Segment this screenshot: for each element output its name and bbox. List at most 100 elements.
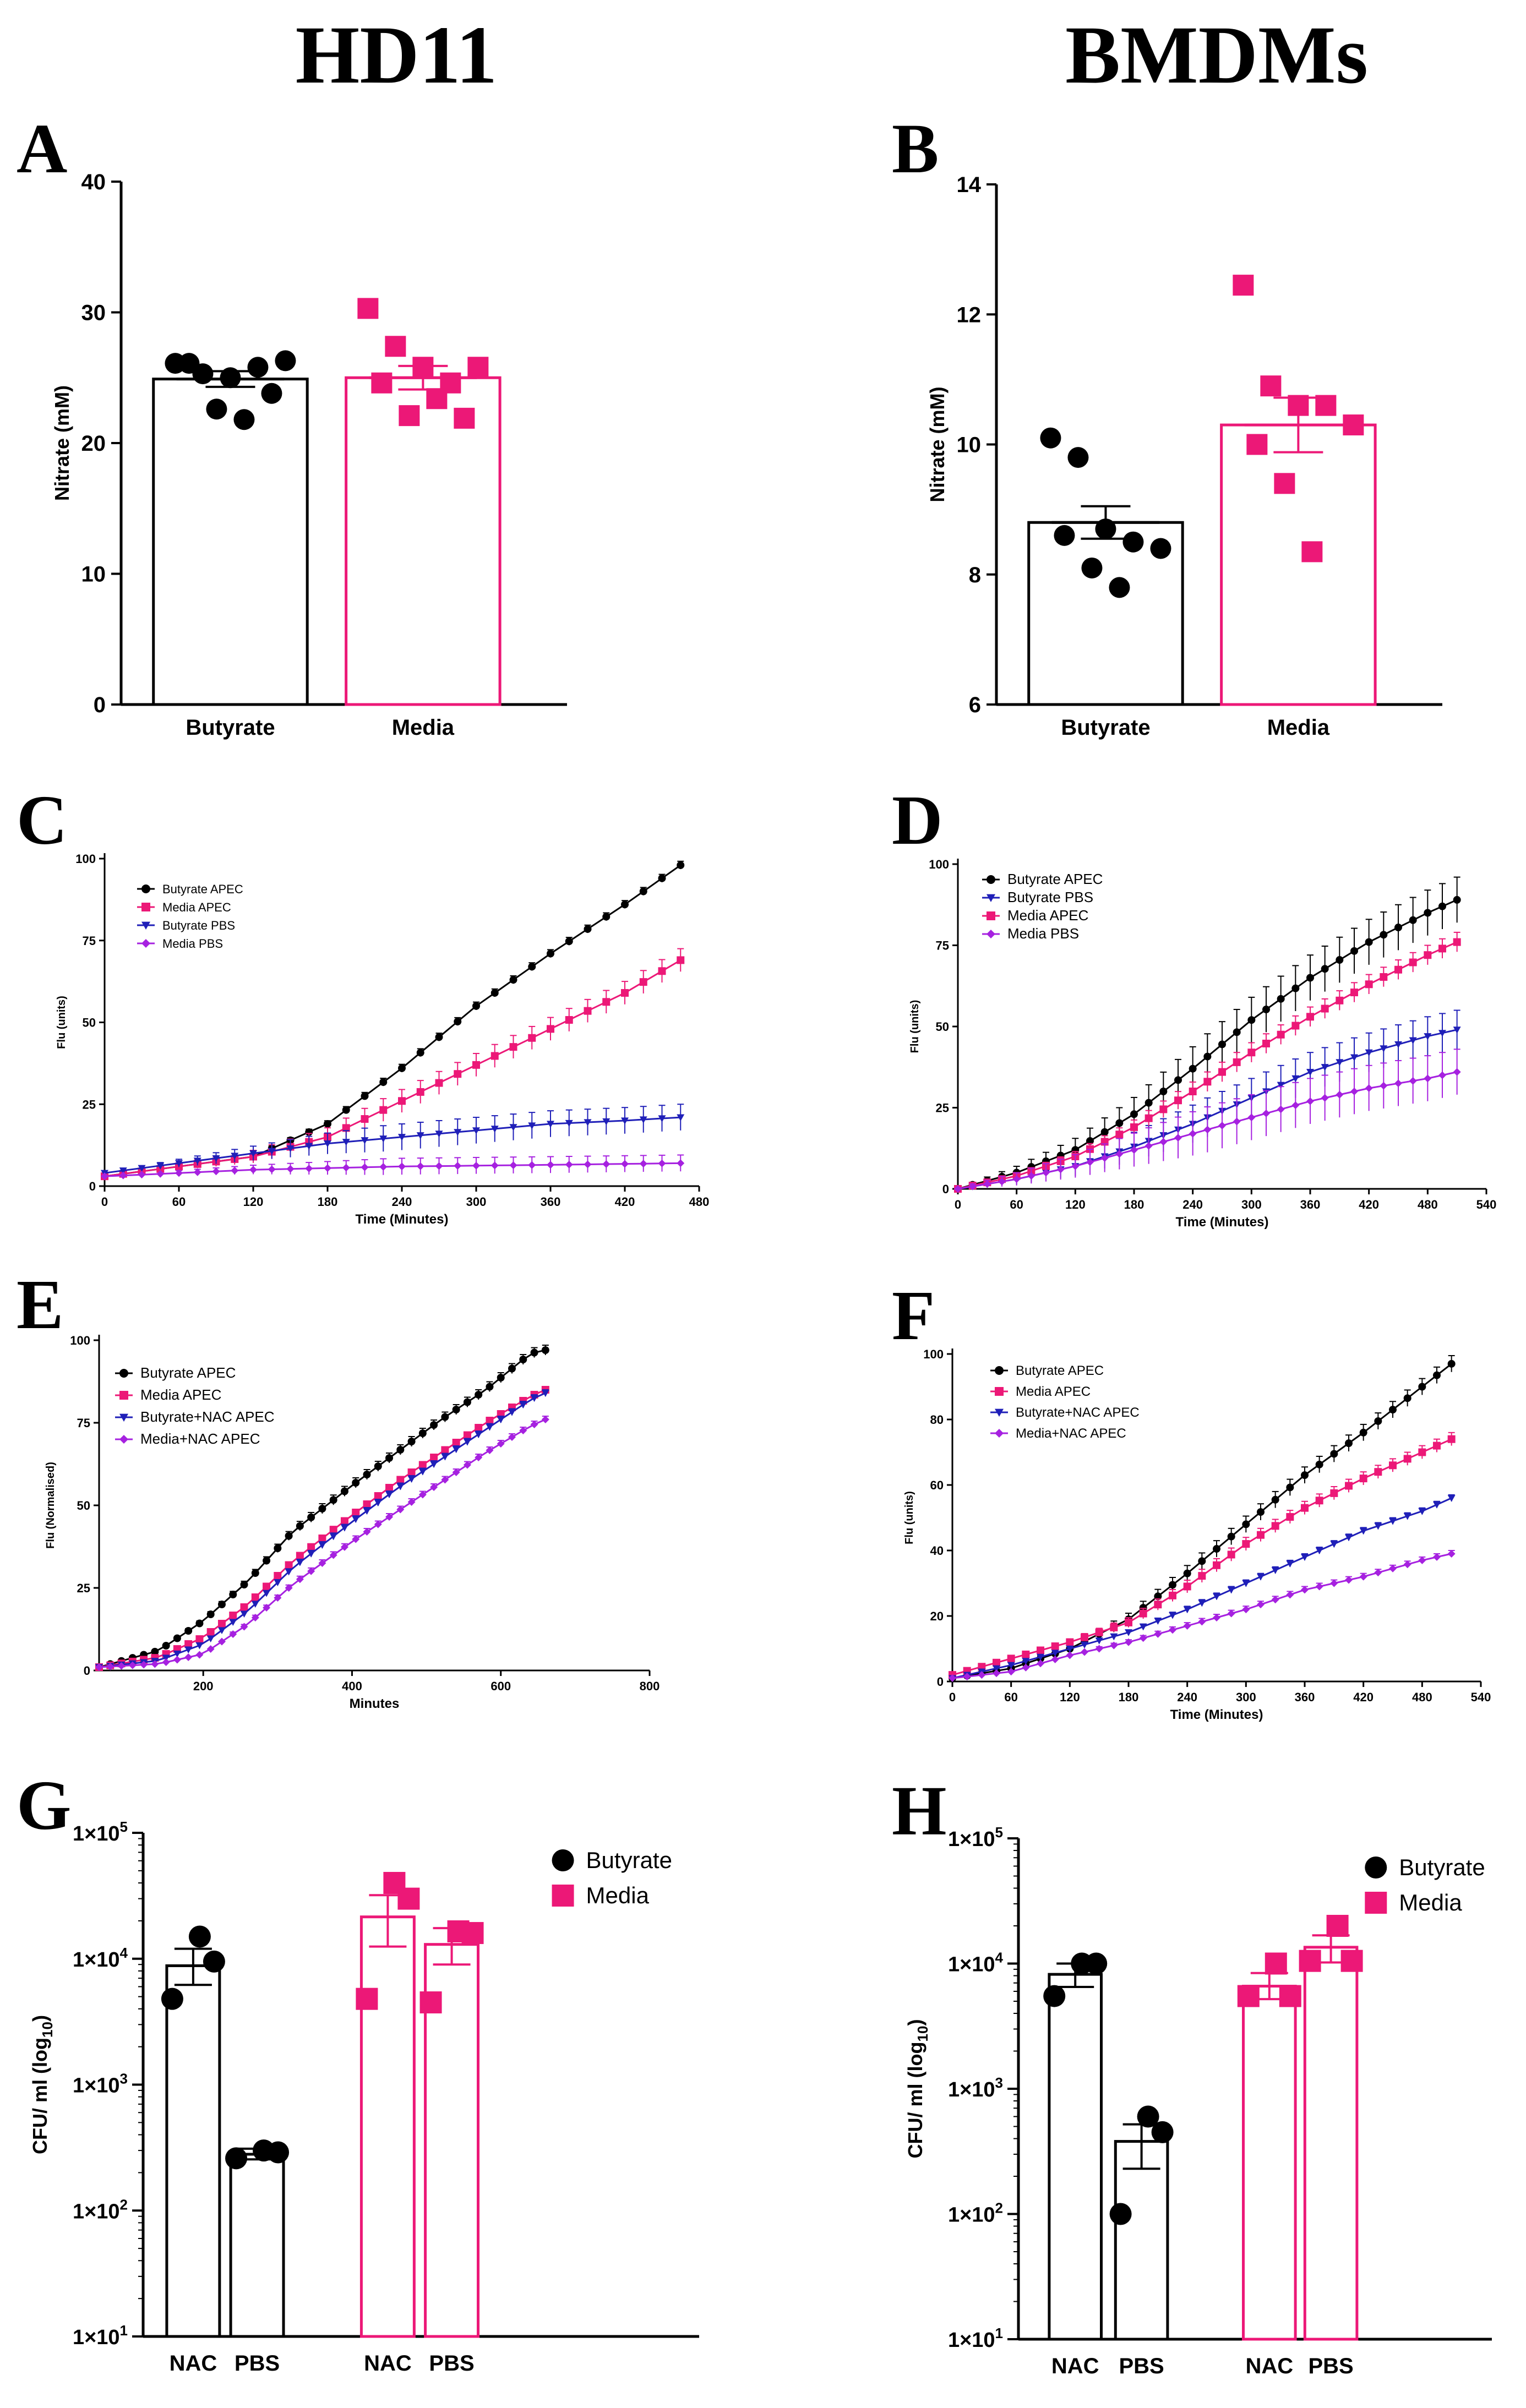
series-line: [104, 1116, 681, 1174]
data-point: [1301, 541, 1323, 563]
data-point: [677, 1114, 685, 1122]
data-point: [1286, 1560, 1294, 1568]
x-tick-label: 0: [949, 1690, 956, 1704]
data-point: [1139, 1634, 1147, 1642]
data-point: [1433, 1553, 1441, 1561]
data-point: [1359, 1475, 1367, 1483]
series-media-pbs: [954, 1049, 1461, 1193]
data-point: [363, 1508, 371, 1515]
data-point: [396, 1446, 405, 1454]
data-point: [1389, 1517, 1397, 1525]
x-tick-label: 180: [1119, 1690, 1139, 1704]
data-point: [173, 1650, 181, 1658]
data-point: [1380, 1082, 1388, 1090]
data-point: [1159, 1105, 1168, 1113]
data-point: [1359, 1527, 1367, 1535]
data-point: [541, 1390, 549, 1397]
data-point: [1198, 1618, 1206, 1626]
data-point: [225, 2147, 248, 2170]
data-point: [565, 1160, 573, 1168]
data-point: [1409, 916, 1417, 924]
data-point: [1380, 1045, 1388, 1052]
data-point: [452, 1468, 460, 1476]
data-point: [1257, 1531, 1265, 1539]
data-point: [1374, 1522, 1382, 1530]
legend-label: Butyrate APEC: [1016, 1363, 1104, 1378]
data-point: [1306, 1013, 1314, 1021]
data-point: [184, 1627, 193, 1635]
data-point: [398, 1097, 406, 1105]
y-tick-label: 0: [89, 1180, 96, 1193]
data-point: [1350, 947, 1358, 955]
data-point: [340, 1543, 348, 1551]
legend-marker: [987, 911, 995, 920]
data-point: [397, 1887, 420, 1910]
x-tick-label: 420: [1353, 1690, 1374, 1704]
bar-media-nac: [359, 1915, 416, 2338]
data-point: [1144, 1099, 1153, 1107]
legend-label: Butyrate: [1399, 1854, 1485, 1880]
data-point: [1301, 1554, 1309, 1561]
x-tick-label: 420: [1359, 1198, 1379, 1211]
data-point: [399, 405, 420, 427]
legend-label: Media PBS: [1007, 925, 1079, 942]
data-point: [374, 1492, 382, 1500]
data-point: [1262, 1109, 1270, 1117]
legend-label: Butyrate PBS: [162, 919, 235, 932]
chart-g: 1×101 1×102 1×103 1×104 1×105 CFU/ ml (log10)…: [29, 1819, 699, 2376]
data-point: [1242, 1606, 1250, 1614]
data-point: [509, 1124, 517, 1131]
data-point: [1438, 1071, 1446, 1079]
panel-letter-c: C: [17, 781, 68, 859]
x-tick-label: 120: [243, 1195, 264, 1209]
data-point: [441, 1446, 449, 1454]
data-point: [1213, 1561, 1220, 1569]
x-tick-label: Butyrate: [186, 716, 275, 740]
data-point: [490, 1052, 499, 1060]
data-point: [1022, 1650, 1030, 1658]
y-axis-label: CFU/ ml (log10): [29, 2015, 56, 2154]
legend-marker: [987, 875, 995, 884]
data-point: [206, 398, 227, 420]
data-point: [1198, 1572, 1206, 1580]
y-tick-label: 0: [937, 1675, 944, 1689]
data-point: [220, 367, 241, 389]
data-point: [318, 1559, 326, 1567]
data-point: [519, 1427, 527, 1434]
data-point: [374, 1499, 382, 1506]
data-point: [602, 1118, 611, 1126]
data-point: [1380, 931, 1388, 939]
data-point: [639, 1160, 647, 1168]
data-point: [1198, 1557, 1206, 1565]
data-point: [1095, 1628, 1103, 1636]
data-point: [430, 1461, 438, 1468]
legend-label: Butyrate APEC: [162, 882, 243, 896]
data-point: [497, 1416, 505, 1423]
data-point: [1345, 1576, 1353, 1584]
data-point: [452, 1439, 460, 1446]
data-point: [1203, 1052, 1212, 1061]
data-point: [1340, 1950, 1363, 1972]
data-point: [352, 1509, 360, 1516]
data-point: [486, 1383, 494, 1391]
data-point: [217, 1601, 226, 1608]
data-point: [1203, 1078, 1212, 1086]
data-point: [1345, 1439, 1353, 1448]
series-butyrate-pbs: [101, 1104, 685, 1177]
data-point: [621, 989, 629, 997]
data-point: [1374, 1569, 1382, 1577]
data-point: [212, 1167, 220, 1176]
y-tick-label: 30: [81, 301, 106, 325]
data-point: [195, 1642, 204, 1650]
legend-label: Media APEC: [162, 900, 231, 914]
data-point: [1056, 1165, 1065, 1173]
data-point: [430, 1483, 438, 1491]
data-point: [193, 1168, 201, 1176]
data-point: [1139, 1623, 1147, 1631]
y-tick-label: 10: [957, 433, 982, 457]
data-point: [1271, 1495, 1279, 1504]
data-point: [1389, 1461, 1397, 1470]
data-point: [340, 1487, 348, 1495]
legend-label: Media+NAC APEC: [140, 1430, 260, 1447]
data-point: [342, 1124, 350, 1132]
